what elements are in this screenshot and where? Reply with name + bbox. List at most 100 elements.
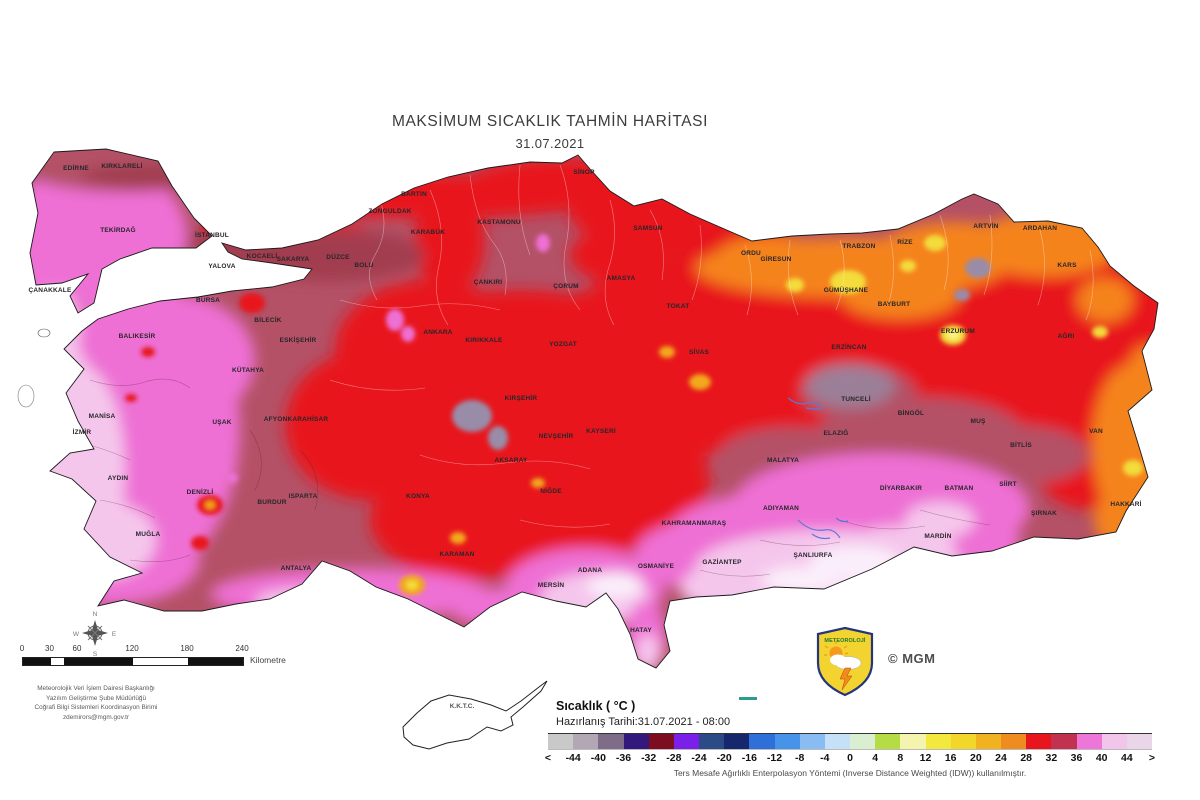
province-label: TOKAT [667,303,690,310]
province-label: İZMİR [73,428,92,436]
legend-color-cell [1026,734,1052,749]
legend-color-cell [875,734,901,749]
province-label: VAN [1089,428,1103,435]
legend-tick-label: 0 [847,752,853,764]
legend-tick-label: -40 [590,752,606,764]
province-label: UŞAK [212,419,231,426]
province-label: ARTVİN [973,222,999,230]
province-label: ESKİŞEHİR [280,336,317,344]
legend-tick-label: -36 [615,752,632,764]
province-label: GİRESUN [760,255,791,263]
province-label: MERSİN [538,581,565,589]
province-label: ÇORUM [553,283,579,290]
legend-color-cell [1051,734,1077,749]
province-label: EDİRNE [63,164,89,172]
province-label: YALOVA [208,263,235,270]
cyprus-outline: K.K.T.C. [402,680,548,750]
legend-title: Sıcaklık ( °C ) [556,699,636,713]
province-label: BİNGÖL [898,408,924,417]
legend-method-note: Ters Mesafe Ağırlıklı Enterpolasyon Yönt… [673,768,1027,778]
province-label: KASTAMONU [477,219,521,226]
map-date: 31.07.2021 [515,136,585,151]
scale-bar-number: 0 [19,644,25,653]
province-label: AYDIN [108,475,129,482]
province-label: DİYARBAKIR [880,484,922,492]
scale-bar-number: 180 [180,644,194,653]
attribution-block: Meteorolojik Veri İşlem Dairesi Başkanlı… [5,684,187,722]
legend-tick-label: 8 [897,752,904,764]
province-label: BİTLİS [1010,441,1032,449]
legend-tick-label: < [544,752,552,764]
province-label: KARS [1057,262,1077,269]
scale-bar-number: 120 [125,644,139,653]
page-title: MAKSİMUM SICAKLIK TAHMİN HARİTASI [391,113,709,130]
scale-bar: 0 30 60 120 180 240 Kilometre [19,644,322,670]
province-label: SAMSUN [633,225,662,232]
province-label: ISPARTA [289,493,318,500]
legend-color-cell [1101,734,1127,749]
province-label: KONYA [406,493,430,500]
province-label: KARAMAN [440,551,475,558]
province-label: ANKARA [423,329,452,336]
legend-prepared-date: Hazırlanış Tarihi:31.07.2021 - 08:00 [556,716,731,728]
province-label: TRABZON [842,243,875,250]
province-label: KIRKLARELİ [101,162,142,170]
legend-color-cell [925,734,951,749]
province-label: GAZİANTEP [702,558,742,566]
legend-tick-label: 36 [1070,752,1083,764]
province-label: BURDUR [257,499,286,506]
legend-color-cell [975,734,1002,749]
province-label: AĞRI [1057,331,1074,340]
legend-color-cell [1001,734,1027,749]
legend-tick-label: -20 [716,752,732,764]
province-label: SİVAS [689,348,709,356]
legend-tick-label: -4 [820,752,830,764]
attribution-line: Meteorolojik Veri İşlem Dairesi Başkanlı… [37,685,155,692]
province-label: ÇANKIRI [474,279,502,286]
coastline [17,148,1159,669]
legend-color-cell [900,734,926,749]
province-label: BATMAN [945,485,974,492]
province-label: ARDAHAN [1023,225,1057,232]
province-label: GÜMÜŞHANE [824,285,869,294]
scale-bar-number: 60 [72,644,82,653]
teal-dash-mark [739,697,757,700]
legend-color-cell [673,734,700,749]
province-label: DENİZLİ [187,488,214,496]
legend-color-cell [724,734,750,749]
legend-tick-label: 28 [1020,752,1032,764]
legend-color-cell [850,734,876,749]
legend-color-cell [799,734,825,749]
province-label: KAYSERİ [586,427,616,435]
province-label: KIRIKKALE [465,337,503,344]
province-label: AKSARAY [495,457,528,464]
province-label: KAHRAMANMARAŞ [662,520,727,527]
province-label: KOCAELİ [247,252,278,260]
province-label: ELAZIĞ [823,428,848,437]
attribution-line: Yazılım Geliştirme Şube Müdürlüğü [45,694,147,702]
province-label: SAKARYA [277,256,310,263]
province-label: BALIKESİR [119,332,156,340]
legend-tick-label: -28 [666,752,682,764]
province-label: ZONGULDAK [368,208,411,215]
legend-tick-label: 12 [919,752,932,764]
legend-tick-labels: < -44 -40 -36 -32 -28 -24 -20 -16 -12 -8 -4 0 4 8 12 16 2… [544,752,1155,765]
legend-color-cell [699,734,725,749]
legend-colorbar [548,733,1153,750]
province-label: AMASYA [607,275,636,282]
legend-tick-label: 40 [1095,752,1108,764]
province-label: ÇANAKKALE [29,287,72,294]
legend-color-cell [1126,734,1153,749]
province-label: TUNCELİ [841,395,871,403]
province-label: ŞIRNAK [1031,510,1057,517]
mgm-logo: METEOROLOJİ [816,626,874,697]
water-features [787,397,849,540]
temperature-legend: Sıcaklık ( °C ) Hazırlanış Tarihi:31.07.… [544,699,1160,778]
province-label: KIRŞEHİR [505,394,538,402]
province-label: BARTIN [401,191,427,198]
province-borders [69,164,1094,577]
province-label: ADANA [578,567,603,574]
